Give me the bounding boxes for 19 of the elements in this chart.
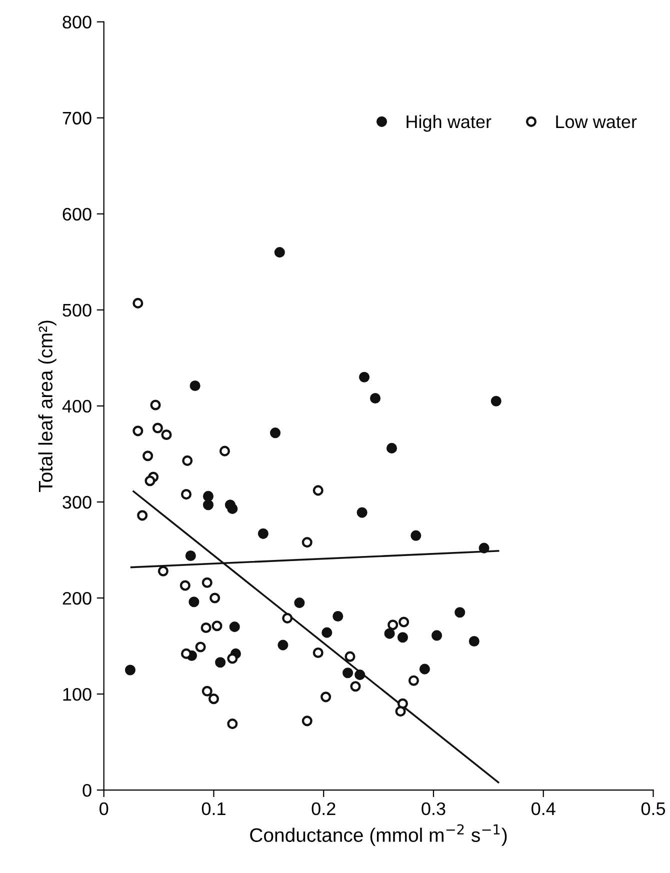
x-tick-label: 0.3 bbox=[422, 802, 446, 816]
x-axis-title: Conductance (mmol m$^{−2}$ s$^{−1}$) bbox=[250, 824, 507, 846]
y-tick-label: 100 bbox=[63, 688, 92, 701]
x-tick-label: 0.5 bbox=[641, 802, 666, 816]
x-tick-label: 0 bbox=[100, 802, 108, 816]
y-tick-label: 300 bbox=[62, 496, 92, 509]
y-tick-label: 0 bbox=[82, 784, 92, 797]
x-tick-label: 0.1 bbox=[202, 802, 226, 816]
y-tick-label: 500 bbox=[62, 304, 92, 317]
legend-label: Low water bbox=[556, 116, 637, 128]
y-tick-label: 800 bbox=[62, 16, 92, 29]
legend-label: High water bbox=[406, 114, 492, 132]
x-tick-label: 0.2 bbox=[312, 802, 336, 816]
y-tick-label: 700 bbox=[62, 112, 92, 125]
y-axis-title: Total leaf area (cm²) bbox=[38, 320, 56, 492]
y-tick-label: 200 bbox=[62, 592, 92, 605]
x-tick-label: 0.4 bbox=[532, 802, 556, 816]
y-tick-label: 600 bbox=[62, 208, 92, 221]
y-tick-label: 400 bbox=[62, 400, 92, 413]
